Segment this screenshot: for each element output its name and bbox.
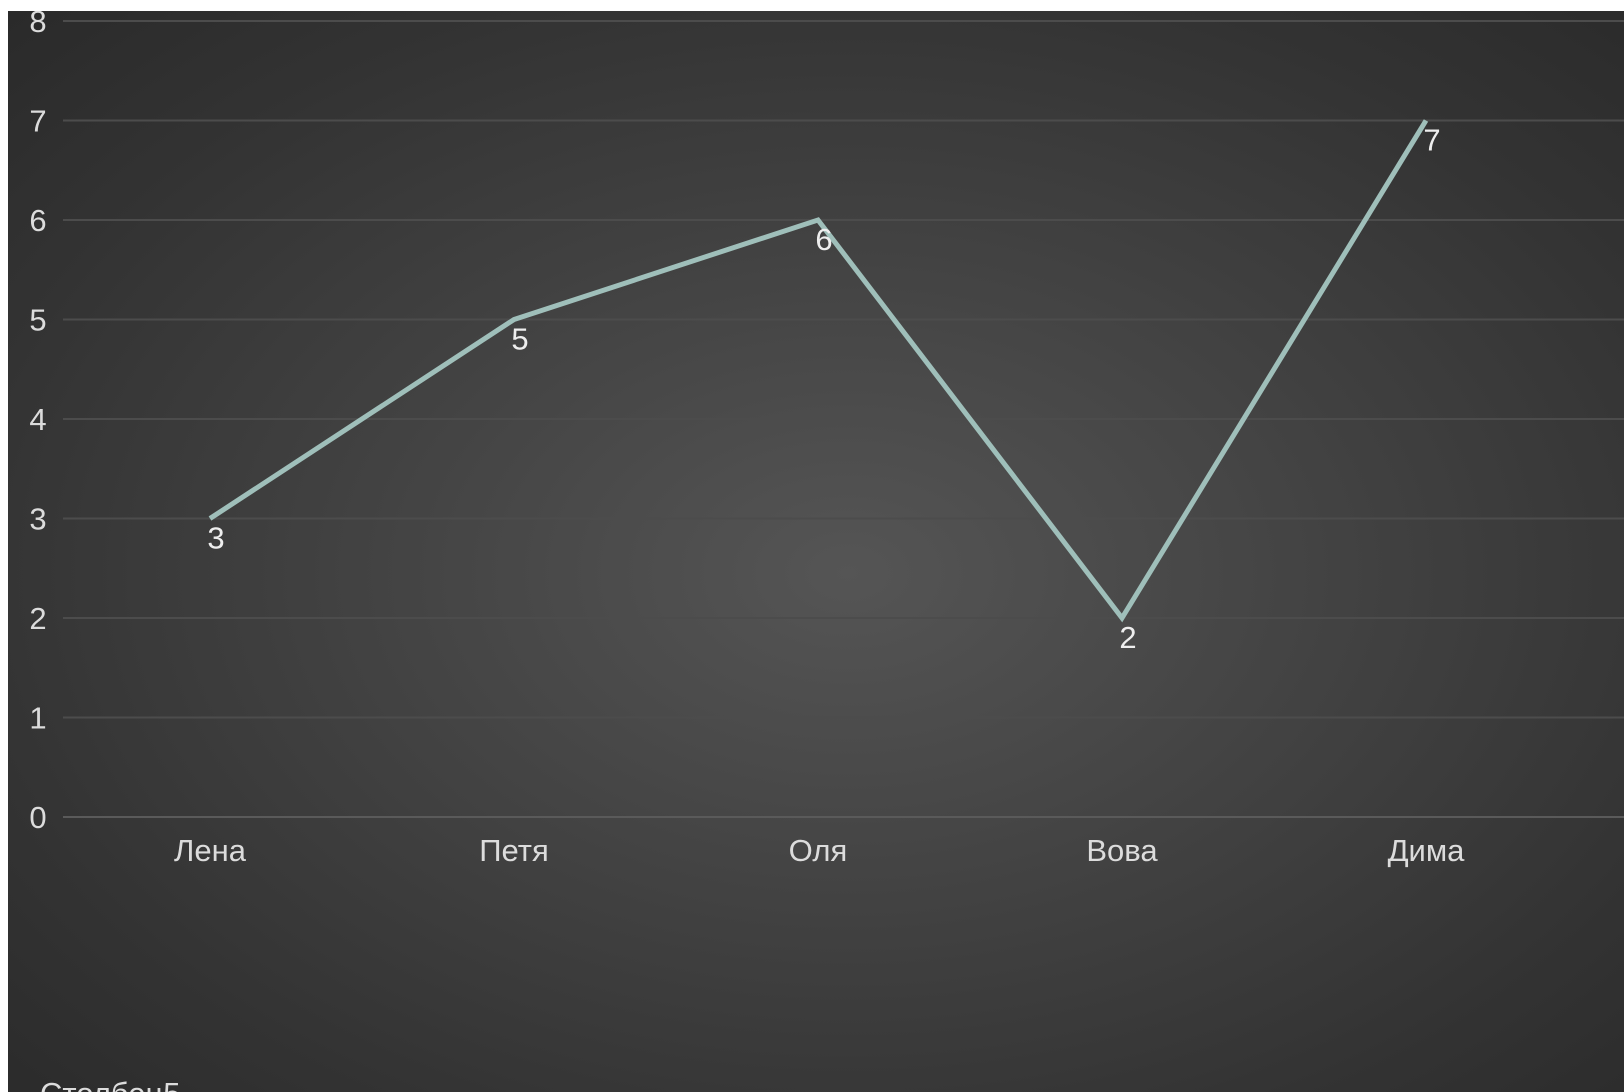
y-tick-label: 0 xyxy=(29,800,46,835)
data-label: 3 xyxy=(207,521,224,556)
y-tick-label: 7 xyxy=(29,104,46,139)
chart-area: 0 1 2 3 4 5 6 7 8 Лена Петя Оля Вова Дима 3 5 6 2 7 Стол… xyxy=(8,11,1624,1092)
y-tick-label: 5 xyxy=(29,303,46,338)
y-tick-label: 2 xyxy=(29,601,46,636)
y-tick-label: 1 xyxy=(29,701,46,736)
y-tick-label: 3 xyxy=(29,502,46,537)
gridlines xyxy=(63,20,1624,818)
legend: Столбец5 xyxy=(40,1076,181,1092)
x-category-label: Лена xyxy=(174,833,247,868)
y-tick-label: 8 xyxy=(29,11,46,39)
series-line xyxy=(208,119,1429,623)
y-tick-label: 4 xyxy=(29,402,46,437)
data-label: 2 xyxy=(1119,620,1136,655)
data-label: 5 xyxy=(511,322,528,357)
x-category-label: Петя xyxy=(479,833,548,868)
data-labels: 3 5 6 2 7 xyxy=(207,123,1440,656)
series-layer xyxy=(208,119,1429,623)
data-label: 6 xyxy=(815,222,832,257)
legend-entry: Столбец5 xyxy=(40,1076,181,1092)
x-category-label: Вова xyxy=(1086,833,1158,868)
x-category-label: Дима xyxy=(1388,833,1466,868)
line-chart: 0 1 2 3 4 5 6 7 8 Лена Петя Оля Вова Дима 3 5 6 2 7 Стол… xyxy=(29,11,1624,1092)
data-label: 7 xyxy=(1423,123,1440,158)
y-axis-ticks: 0 1 2 3 4 5 6 7 8 xyxy=(29,11,46,835)
x-axis-categories: Лена Петя Оля Вова Дима xyxy=(174,833,1465,868)
y-tick-label: 6 xyxy=(29,203,46,238)
x-category-label: Оля xyxy=(789,833,848,868)
